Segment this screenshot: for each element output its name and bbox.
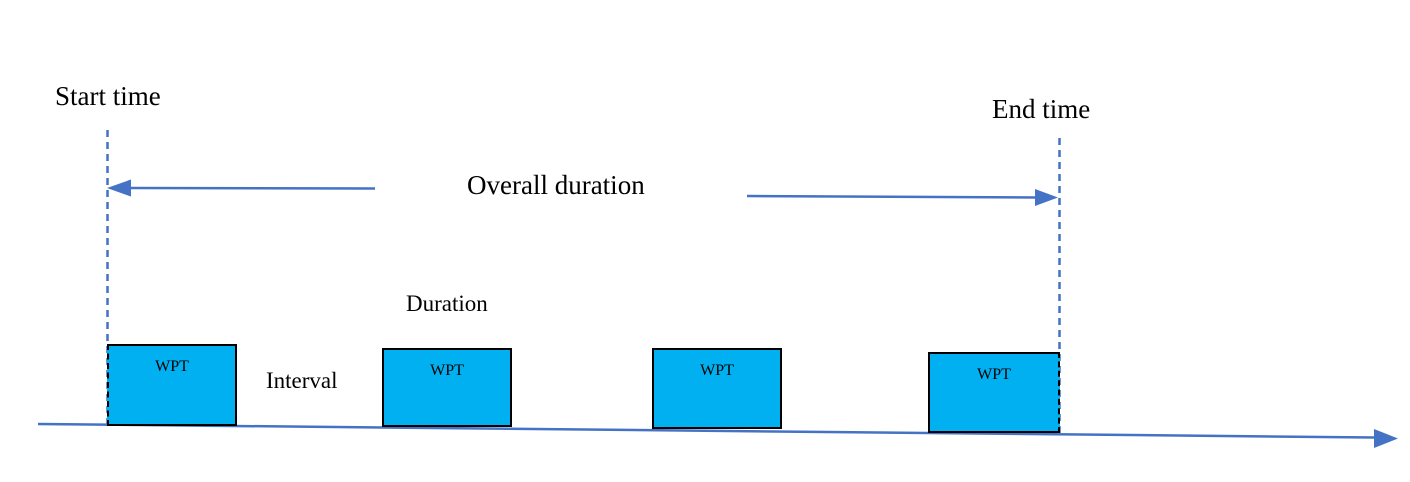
wpt-box-4: WPT [928,352,1060,433]
start-time-label: Start time [55,81,161,111]
left-arrow-shaft [128,186,376,190]
duration-label: Duration [406,291,488,316]
wpt-box-1-label: WPT [155,358,189,375]
wpt-box-2: WPT [382,348,512,427]
wpt-box-4-label: WPT [977,366,1011,383]
right-arrowhead-icon [1035,189,1058,206]
wpt-box-3: WPT [652,348,782,429]
timeline-axis-line [37,422,1375,439]
right-arrow-shaft [746,194,1038,199]
end-time-label: End time [992,94,1091,124]
interval-label: Interval [266,368,338,393]
wpt-box-1: WPT [107,344,237,426]
timeline-arrowhead-icon [1374,429,1398,448]
wpt-box-3-label: WPT [700,362,734,379]
overall-duration-label: Overall duration [467,170,645,200]
wpt-box-2-label: WPT [430,362,464,379]
overall-duration-left-arrow [107,179,376,197]
overall-duration-right-arrow [746,189,1058,206]
timeline-axis [37,422,1398,448]
left-arrowhead-icon [107,179,131,197]
